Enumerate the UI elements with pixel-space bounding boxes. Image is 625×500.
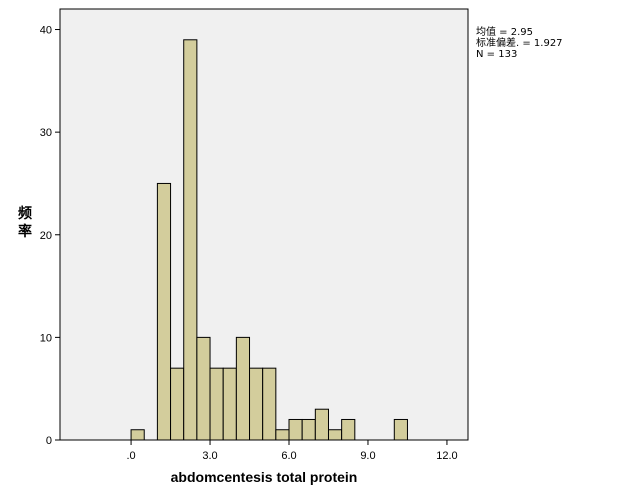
histogram-bar [196,336,211,441]
x-tick-label: 12.0 [436,450,457,462]
histogram-bar [222,367,237,441]
x-tick-label: .0 [126,450,135,462]
histogram-bar [156,182,172,441]
histogram-bar [262,367,277,441]
y-tick-label: 20 [40,230,52,242]
y-tick-label: 0 [46,435,52,447]
histogram-bar [393,418,408,441]
histogram-bar [288,418,303,441]
y-axis: 0 10 20 30 40 [40,25,60,447]
statistics-box: 均值 = 2.95 标准偏差. = 1.927 N = 133 [476,27,563,60]
y-axis-label: 频率 [18,205,32,240]
histogram-bar [183,39,198,441]
stat-std-dev: 标准偏差. = 1.927 [476,38,563,49]
y-tick-label: 40 [40,25,52,37]
histogram-bar [275,429,290,441]
x-tick-label: 3.0 [202,450,217,462]
histogram-bar [327,429,343,441]
histogram-bar [314,408,329,441]
x-axis-label: abdomcentesis total protein [171,469,358,485]
histogram-bar [130,429,145,441]
histogram-bar [341,418,356,441]
histogram-bar [170,367,185,441]
histogram-bar [209,367,224,441]
histogram-bar [235,336,251,441]
x-tick-label: 6.0 [281,450,296,462]
x-tick-label: 9.0 [360,450,375,462]
bars-group [130,39,408,441]
y-tick-label: 30 [40,127,52,139]
y-axis-label-char: 频 [18,205,32,222]
stat-mean: 均值 = 2.95 [476,27,534,38]
histogram-bar [249,367,264,441]
stat-n: N = 133 [476,49,518,60]
histogram-bar [301,418,316,441]
y-tick-label: 10 [40,332,52,344]
x-axis: .0 3.0 6.0 9.0 12.0 [126,440,458,462]
y-axis-label-char: 率 [18,223,32,240]
